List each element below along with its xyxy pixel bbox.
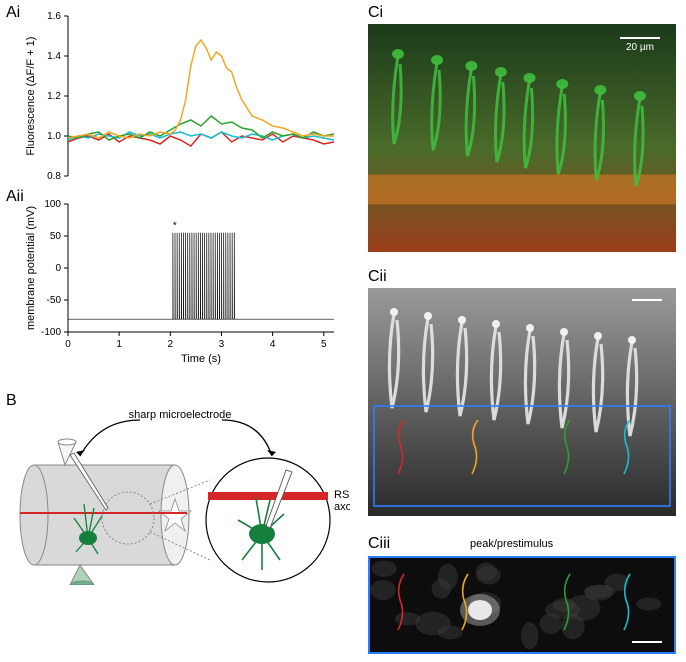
diagram-b: sharp microelectrode RSaxon <box>10 400 350 585</box>
image-ciii <box>368 556 676 654</box>
svg-text:3: 3 <box>219 339 225 350</box>
svg-text:50: 50 <box>50 231 62 242</box>
svg-text:1: 1 <box>116 339 122 350</box>
svg-text:1.6: 1.6 <box>47 11 61 22</box>
svg-text:0.8: 0.8 <box>47 171 61 182</box>
panel-ciii-title: peak/prestimulus <box>470 538 553 550</box>
svg-text:sharp microelectrode: sharp microelectrode <box>129 409 232 421</box>
panel-label-ci: Ci <box>368 4 383 22</box>
svg-text:-100: -100 <box>41 327 61 338</box>
svg-text:RS: RS <box>334 489 349 501</box>
svg-text:4: 4 <box>270 339 276 350</box>
svg-text:Fluorescence (ΔF/F + 1): Fluorescence (ΔF/F + 1) <box>25 37 37 156</box>
image-ci: 20 µm <box>368 24 676 252</box>
svg-text:0: 0 <box>55 263 61 274</box>
svg-text:5: 5 <box>321 339 327 350</box>
svg-text:Time (s): Time (s) <box>181 353 221 365</box>
svg-text:100: 100 <box>44 199 61 210</box>
panel-label-ciii: Ciii <box>368 535 390 553</box>
svg-text:membrane potential (mV): membrane potential (mV) <box>25 206 37 330</box>
svg-text:20 µm: 20 µm <box>626 42 654 53</box>
chart-aii: -100 -50 0 50 100 0 1 2 3 4 5 membrane potential (m… <box>20 196 340 366</box>
panel-label-cii: Cii <box>368 268 387 286</box>
chart-ai: 0.8 1.0 1.2 1.4 1.6 Fluorescence (ΔF/F + 1) <box>20 6 340 186</box>
svg-text:-50: -50 <box>47 295 62 306</box>
svg-text:2: 2 <box>168 339 174 350</box>
svg-text:1.2: 1.2 <box>47 91 61 102</box>
panel-label-ai: Ai <box>6 4 20 22</box>
svg-text:1.4: 1.4 <box>47 51 61 62</box>
image-cii <box>368 288 676 516</box>
svg-text:*: * <box>173 220 177 231</box>
svg-text:0: 0 <box>65 339 71 350</box>
svg-text:1.0: 1.0 <box>47 131 61 142</box>
svg-text:axon: axon <box>334 501 350 513</box>
